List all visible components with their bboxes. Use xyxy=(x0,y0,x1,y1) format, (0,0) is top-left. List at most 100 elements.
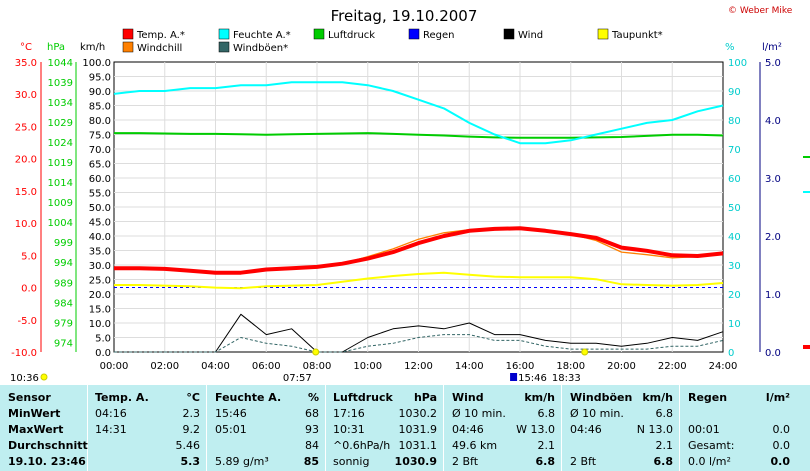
table-cell: 10:31 xyxy=(333,423,365,436)
stats-table: Sensor Temp. A. °C Feuchte A.% Luftdruck hPa W… xyxy=(0,385,810,471)
rain-tick-label: 4.0 xyxy=(765,116,781,127)
time-tick-label: 24:00 xyxy=(709,361,738,372)
legend-label: Feuchte A.* xyxy=(233,30,291,41)
time-tick-label: 14:00 xyxy=(455,361,484,372)
pressure-tick-label: 1014 xyxy=(48,178,73,189)
table-value: N 13.0 xyxy=(636,423,673,436)
table-value: 1031.9 xyxy=(398,423,438,436)
table-value: 2.1 xyxy=(655,439,674,452)
time-tick-label: 02:00 xyxy=(150,361,179,372)
table-value: 0.0 xyxy=(772,423,791,436)
time-tick-label: 18:00 xyxy=(556,361,585,372)
table-cell: 2 Bft xyxy=(452,455,479,468)
table-value: W 13.0 xyxy=(516,423,555,436)
pressure-tick-label: 999 xyxy=(54,238,73,249)
table-row: Durchschnitt 5.46 84 ^0.6hPa/h 1031.1 49.6 km… xyxy=(0,438,810,454)
table-header-unit: km/h xyxy=(524,391,555,404)
table-header-cell: Luftdruck xyxy=(333,391,393,404)
legend-swatch xyxy=(408,28,420,40)
table-value: 5.3 xyxy=(180,455,201,468)
legend-swatch xyxy=(503,28,515,40)
table-value: 2.1 xyxy=(537,439,556,452)
pressure-tick-label: 1029 xyxy=(48,118,73,129)
wind-tick-label: 95.0 xyxy=(89,73,111,84)
table-cell: ^0.6hPa/h xyxy=(333,439,391,452)
wind-tick-label: 85.0 xyxy=(89,102,111,113)
table-cell: 14:31 xyxy=(95,423,127,436)
series-line-luftdruck xyxy=(114,132,724,139)
humidity-tick-label: 60 xyxy=(728,174,741,185)
time-tick-label: 20:00 xyxy=(607,361,636,372)
legend-label: Wind xyxy=(518,30,543,41)
time-tick-label: 10:00 xyxy=(353,361,382,372)
table-header-cell: Feuchte A. xyxy=(215,391,282,404)
table-header-unit: l/m² xyxy=(765,391,790,404)
series-line-taupunkt xyxy=(114,271,724,290)
wind-tick-label: 100.0 xyxy=(82,58,111,69)
table-cell: 49.6 km xyxy=(452,439,498,452)
table-value: 6.8 xyxy=(535,455,556,468)
wind-tick-label: 30.0 xyxy=(89,261,111,272)
table-value: 6.8 xyxy=(537,407,556,420)
time-tick-label: 22:00 xyxy=(658,361,687,372)
series-layer xyxy=(113,81,724,353)
humidity-tick-label: 70 xyxy=(728,145,741,156)
table-row: MinWert 04:16 2.3 15:46 68 17:16 1030.2 Ø 10 mi… xyxy=(0,406,810,422)
temp-tick-label: -10.0 xyxy=(11,348,37,359)
temp-tick-label: 35.0 xyxy=(15,58,37,69)
sunset-marker xyxy=(581,348,589,356)
wind-tick-label: 75.0 xyxy=(89,131,111,142)
wind-tick-label: 15.0 xyxy=(89,305,111,316)
humidity-axis-unit: % xyxy=(725,42,735,53)
table-row: 19.10. 23:46 5.3 5.89 g/m³ 85 sonnig 1030.9 2 … xyxy=(0,454,810,470)
humidity-tick-label: 50 xyxy=(728,203,741,214)
table-row-label: 19.10. 23:46 xyxy=(8,455,86,468)
pressure-tick-label: 984 xyxy=(54,298,73,309)
pressure-tick-label: 994 xyxy=(54,258,73,269)
pressure-tick-label: 1019 xyxy=(48,158,73,169)
table-header-cell: Temp. A. xyxy=(95,391,149,404)
table-cell: Ø 10 min. xyxy=(452,407,506,420)
chart-title: Freitag, 19.10.2007 xyxy=(331,7,478,25)
legend-swatch xyxy=(122,28,134,40)
humidity-tick-label: 0 xyxy=(728,348,734,359)
wind-tick-label: 20.0 xyxy=(89,290,111,301)
rain-tick-label: 5.0 xyxy=(765,58,781,69)
humidity-tick-label: 30 xyxy=(728,261,741,272)
humidity-tick-label: 80 xyxy=(728,116,741,127)
table-header-unit: km/h xyxy=(642,391,673,404)
pressure-axis-unit: hPa xyxy=(47,42,65,53)
day-length-marker xyxy=(40,373,48,381)
pressure-tick-label: 1004 xyxy=(48,218,73,229)
table-cell: Ø 10 min. xyxy=(570,407,624,420)
rain-tick-label: 1.0 xyxy=(765,290,781,301)
table-value: 0.0 xyxy=(772,439,791,452)
sun-markers: 07:57 18:33 15:46 10:36 xyxy=(10,348,589,384)
table-header-cell: Regen xyxy=(688,391,728,404)
temp-tick-label: 25.0 xyxy=(15,122,37,133)
legend-label: Windböen* xyxy=(233,43,288,54)
sunset-label: 18:33 xyxy=(552,373,581,384)
rain-tick-label: 2.0 xyxy=(765,232,781,243)
pressure-tick-label: 1009 xyxy=(48,198,73,209)
table-cell: 04:46 xyxy=(570,423,602,436)
wind-tick-label: 45.0 xyxy=(89,218,111,229)
table-cell: 05:01 xyxy=(215,423,247,436)
table-header-cell: Windböen xyxy=(570,391,633,404)
wind-tick-label: 35.0 xyxy=(89,247,111,258)
table-row-label: Durchschnitt xyxy=(8,439,88,452)
weather-chart: Freitag, 19.10.2007 © Weber Mike Temp. A… xyxy=(10,6,810,384)
humidity-tick-label: 100 xyxy=(728,58,747,69)
table-value: 9.2 xyxy=(182,423,201,436)
table-value: 0.0 xyxy=(770,455,791,468)
series-line-feuchte-a xyxy=(113,81,724,145)
series-line-temp-a xyxy=(114,226,724,275)
wind-tick-label: 90.0 xyxy=(89,87,111,98)
time-tick-label: 12:00 xyxy=(404,361,433,372)
table-value: 68 xyxy=(305,407,319,420)
legend-label: Taupunkt* xyxy=(611,30,663,41)
temp-axis-unit: °C xyxy=(20,42,32,53)
wind-tick-label: 25.0 xyxy=(89,276,111,287)
table-header-cell: Wind xyxy=(452,391,484,404)
legend-swatch xyxy=(218,41,230,53)
